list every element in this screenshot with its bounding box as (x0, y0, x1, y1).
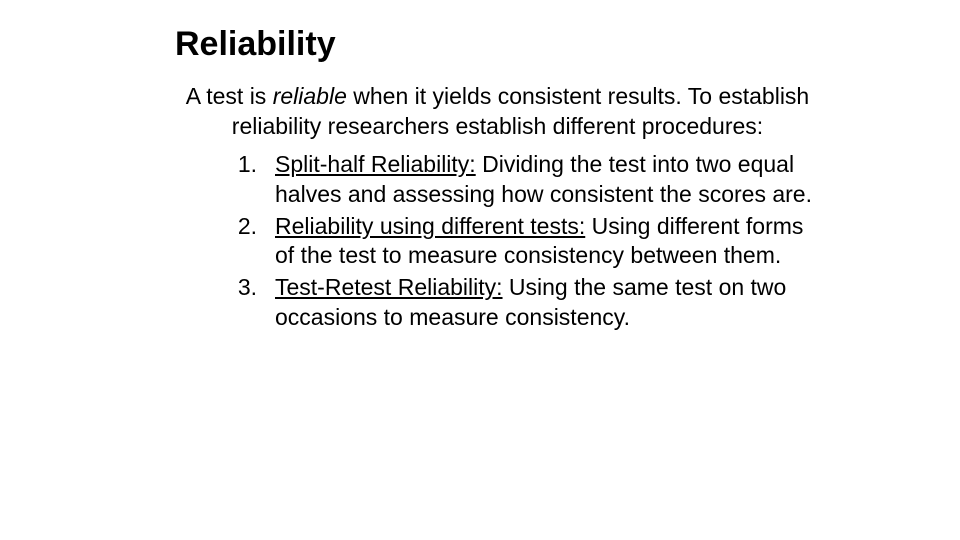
procedures-list: 1. Split-half Reliability: Dividing the … (175, 150, 820, 333)
page-title: Reliability (175, 25, 820, 64)
intro-italic-word: reliable (273, 83, 347, 109)
list-item: 2. Reliability using different tests: Us… (230, 212, 820, 272)
list-content: Split-half Reliability: Dividing the tes… (275, 150, 820, 210)
list-item: 1. Split-half Reliability: Dividing the … (230, 150, 820, 210)
list-number: 2. (230, 212, 275, 272)
list-item: 3. Test-Retest Reliability: Using the sa… (230, 273, 820, 333)
list-content: Reliability using different tests: Using… (275, 212, 820, 272)
list-term: Split-half Reliability: (275, 151, 476, 177)
list-content: Test-Retest Reliability: Using the same … (275, 273, 820, 333)
list-number: 1. (230, 150, 275, 210)
list-number: 3. (230, 273, 275, 333)
intro-prefix: A test is (186, 83, 273, 109)
list-term: Reliability using different tests: (275, 213, 585, 239)
intro-paragraph: A test is reliable when it yields consis… (175, 82, 820, 142)
list-term: Test-Retest Reliability: (275, 274, 503, 300)
